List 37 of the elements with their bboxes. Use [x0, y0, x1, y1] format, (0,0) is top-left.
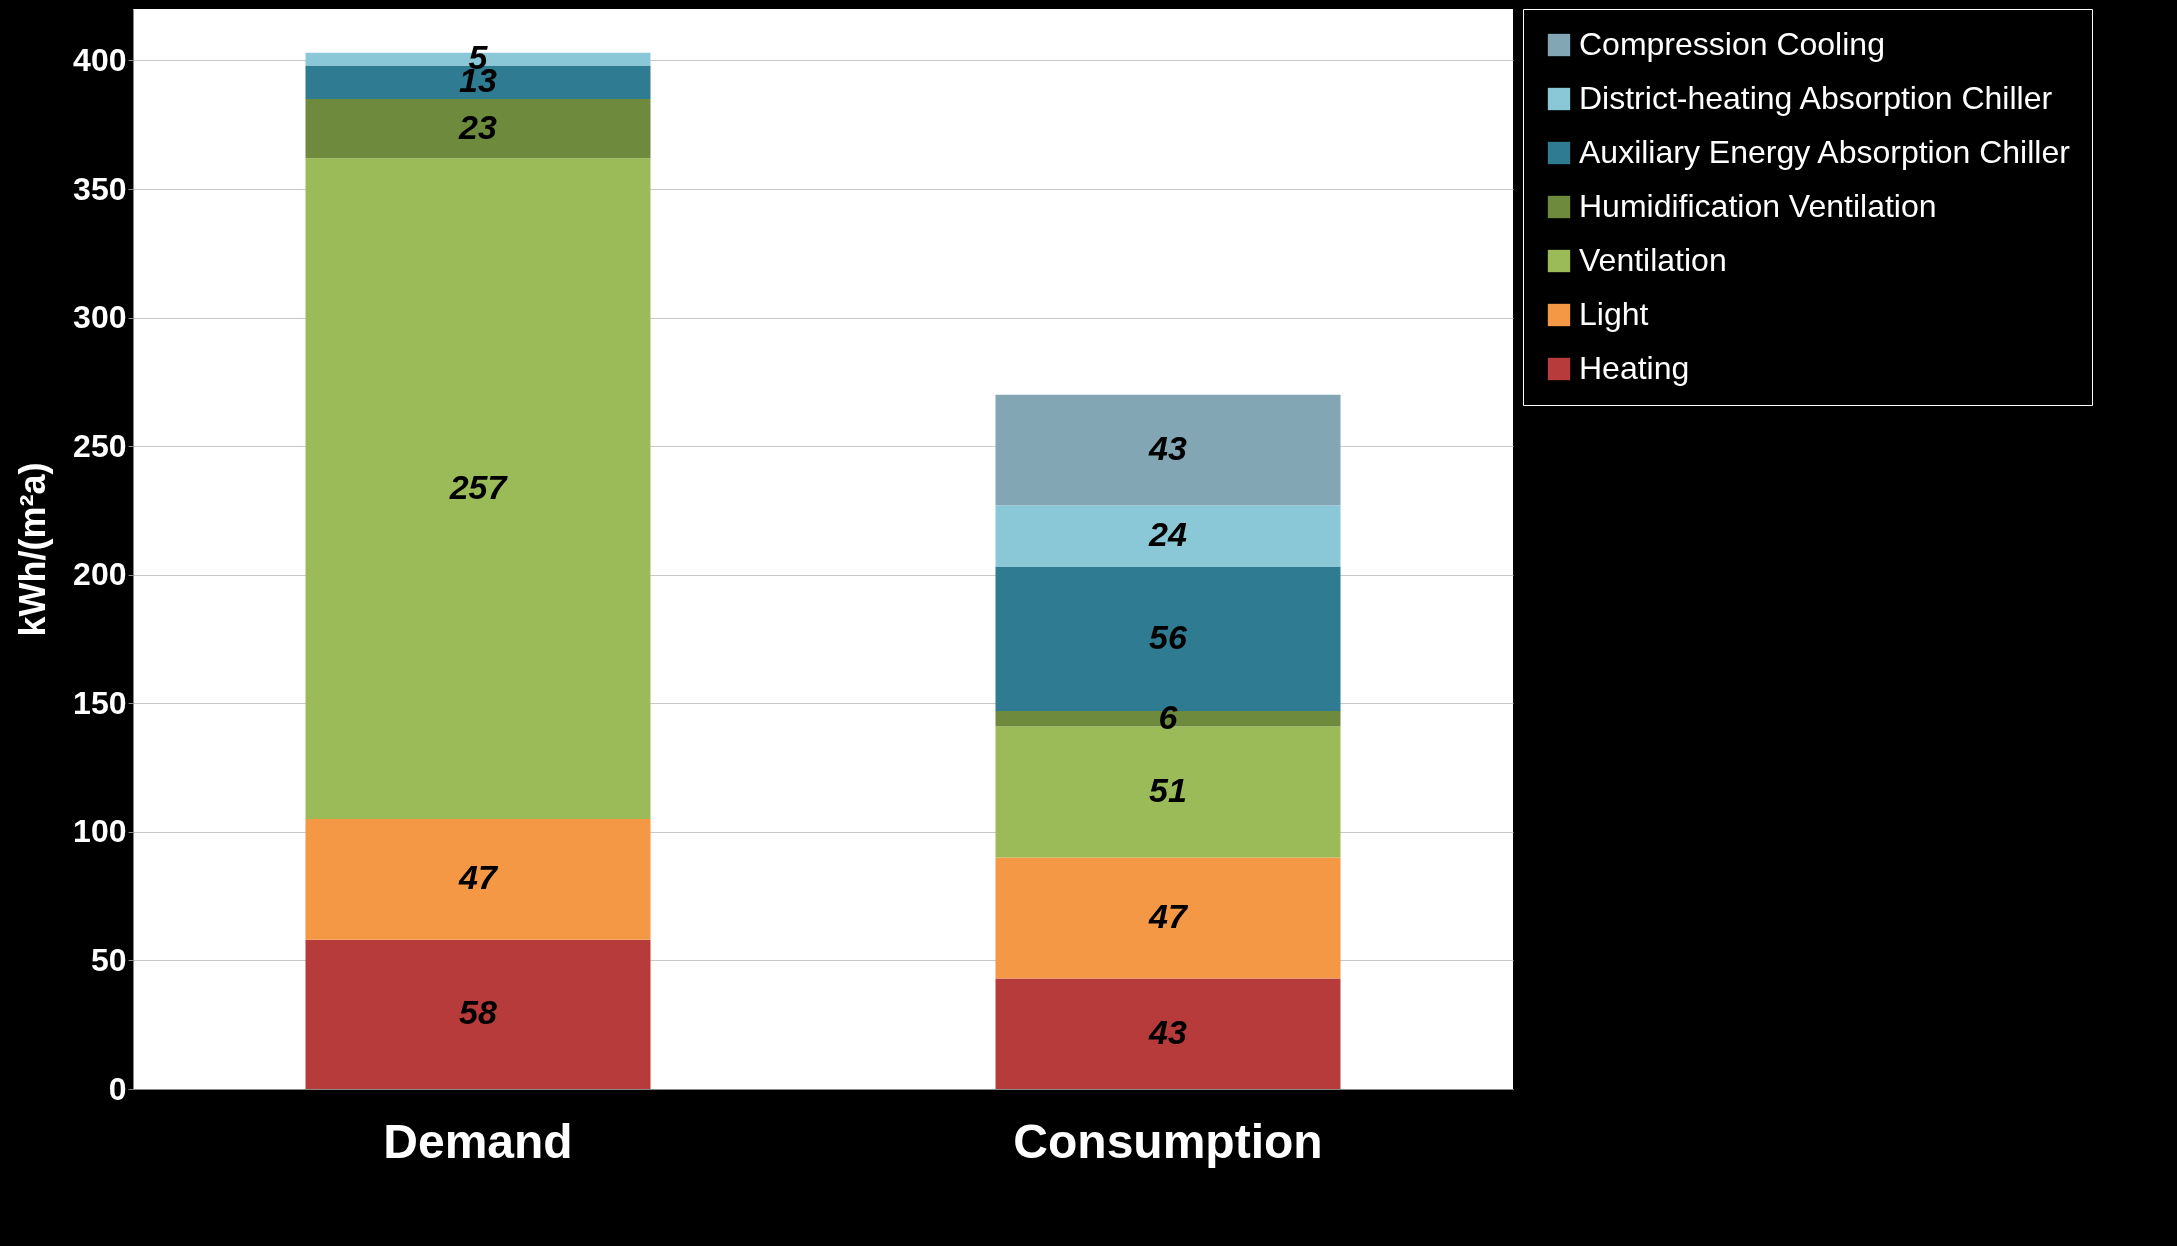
data-label: 24: [1148, 515, 1187, 554]
data-label: 58: [459, 993, 497, 1032]
bar: [305, 158, 651, 819]
y-axis-title: kWh/(m²a): [12, 462, 54, 637]
data-label: 257: [448, 467, 509, 506]
legend-label: Ventilation: [1579, 242, 1727, 278]
data-label: 23: [458, 107, 497, 146]
y-tick-label: 300: [73, 299, 127, 336]
data-label: 43: [1148, 429, 1187, 467]
data-label: 43: [1148, 1012, 1187, 1051]
bar: [995, 978, 1341, 1089]
y-tick-label: 0: [108, 1070, 127, 1107]
bar: [305, 939, 651, 1089]
legend-label: Light: [1579, 296, 1649, 332]
bar: [305, 99, 651, 159]
x-tick-label: Demand: [383, 1114, 573, 1168]
bar: [995, 505, 1341, 567]
bar: [305, 819, 651, 940]
data-label: 47: [458, 858, 499, 897]
bar: [995, 394, 1341, 506]
legend-label: Auxiliary Energy Absorption Chiller: [1579, 134, 2071, 170]
legend-label: Humidification Ventilation: [1579, 188, 1937, 224]
data-label: 56: [1149, 618, 1188, 656]
y-tick-label: 50: [90, 941, 127, 978]
data-label: 47: [1148, 897, 1189, 935]
y-tick-label: 250: [73, 427, 127, 464]
legend-label: Compression Cooling: [1579, 26, 1885, 62]
y-tick-label: 100: [73, 813, 127, 850]
bar: [995, 857, 1341, 979]
x-tick-label: Consumption: [1013, 1114, 1323, 1168]
data-label: 51: [1149, 771, 1187, 809]
y-tick-label: 400: [73, 41, 127, 78]
y-tick-label: 350: [73, 170, 127, 207]
legend-label: Heating: [1579, 350, 1690, 386]
y-tick-label: 150: [73, 684, 127, 721]
legend-label: District-heating Absorption Chiller: [1579, 80, 2053, 116]
y-tick-label: 200: [73, 556, 127, 593]
